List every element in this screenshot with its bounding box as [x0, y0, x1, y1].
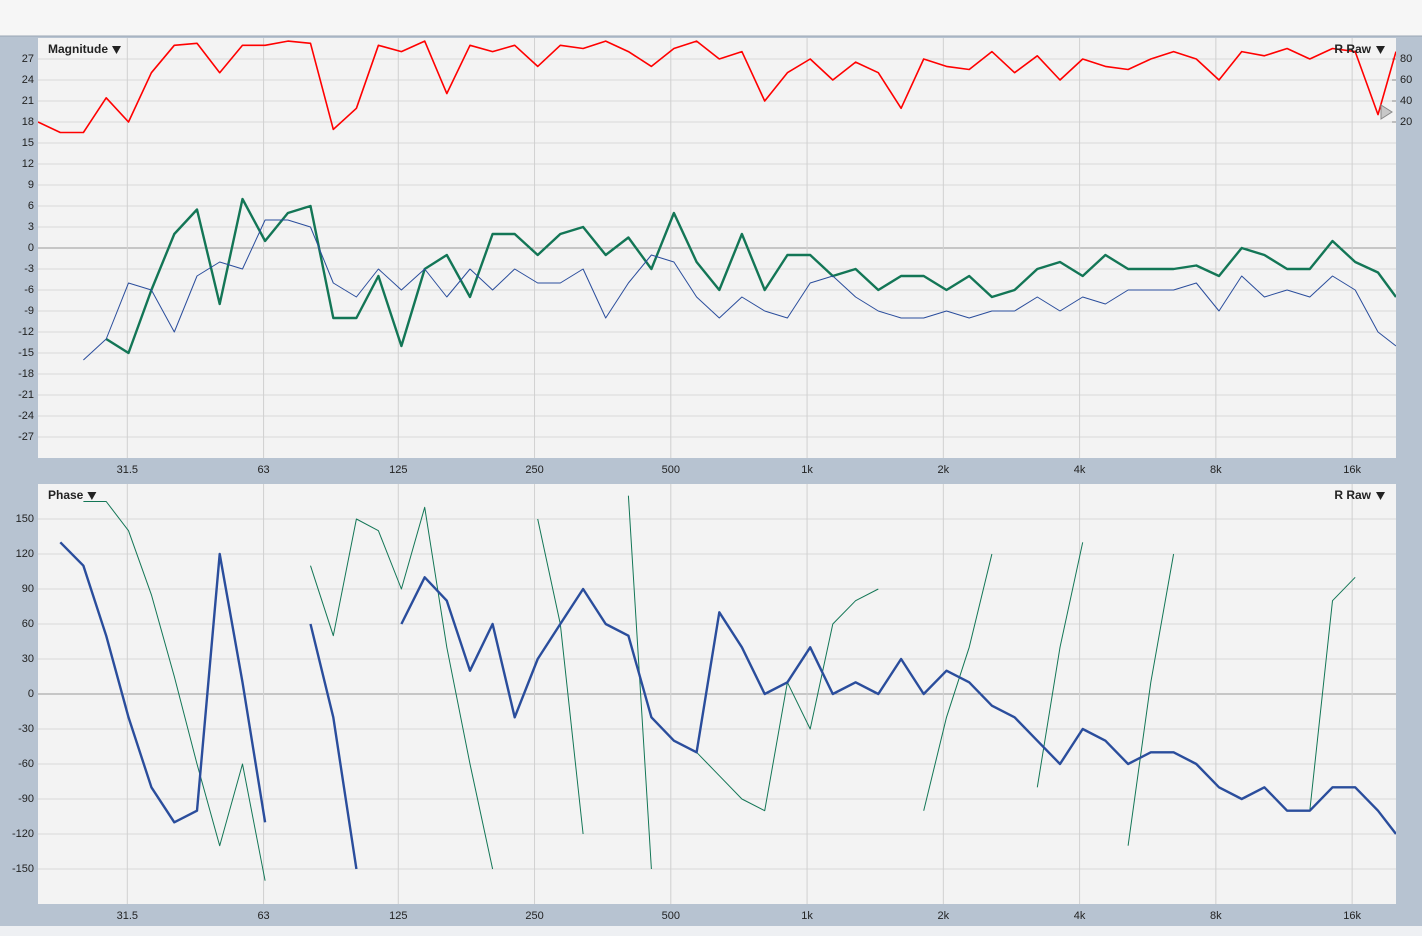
- range-marker: [1380, 104, 1393, 120]
- y2-tick-label: 80: [1400, 53, 1412, 65]
- x-tick-label: 8k: [1210, 910, 1222, 922]
- y-tick-label: -120: [12, 828, 34, 840]
- series-line: [38, 40, 1396, 134]
- y-tick-label: -6: [24, 284, 34, 296]
- y-tick-label: -30: [18, 723, 34, 735]
- x-tick-label: 1k: [801, 464, 813, 476]
- x-tick-label: 31.5: [117, 910, 138, 922]
- x-tick-label: 63: [257, 464, 269, 476]
- x-tick-label: 500: [662, 910, 680, 922]
- y-tick-label: 3: [28, 221, 34, 233]
- y-tick-label: 0: [28, 242, 34, 254]
- y-tick-label: 9: [28, 179, 34, 191]
- y-tick-label: -12: [18, 326, 34, 338]
- x-tick-label: 16k: [1343, 464, 1361, 476]
- toolbar: [0, 0, 1422, 36]
- y-tick-label: 120: [16, 548, 34, 560]
- y-tick-label: -24: [18, 410, 34, 422]
- x-tick-label: 2k: [938, 464, 950, 476]
- x-tick-label: 4k: [1074, 464, 1086, 476]
- legend-label: R Raw: [1334, 42, 1371, 56]
- x-tick-label: 125: [389, 464, 407, 476]
- series-line: [83, 219, 1396, 361]
- y-tick-label: -15: [18, 347, 34, 359]
- y-tick-label: 12: [22, 158, 34, 170]
- y-tick-label: -27: [18, 431, 34, 443]
- x-tick-label: 250: [525, 464, 543, 476]
- dropdown-arrow: [1376, 492, 1385, 500]
- x-tick-label: 2k: [938, 910, 950, 922]
- x-tick-label: 500: [662, 464, 680, 476]
- y-tick-label: -18: [18, 368, 34, 380]
- x-tick-label: 4k: [1074, 910, 1086, 922]
- y-tick-label: 24: [22, 74, 34, 86]
- dropdown-arrow: [87, 492, 97, 500]
- x-tick-label: 31.5: [117, 464, 138, 476]
- y2-tick-label: 20: [1400, 116, 1412, 128]
- y-tick-label: 6: [28, 200, 34, 212]
- y-tick-label: -150: [12, 863, 34, 875]
- y-tick-label: -60: [18, 758, 34, 770]
- series-line: [105, 197, 1396, 355]
- y-tick-label: -21: [18, 389, 34, 401]
- y-tick-label: 60: [22, 618, 34, 630]
- y-tick-label: 90: [22, 583, 34, 595]
- chart-title: Phase: [48, 488, 84, 502]
- x-tick-label: 63: [257, 910, 269, 922]
- series-line: [59, 541, 1396, 870]
- legend-label: R Raw: [1334, 488, 1371, 502]
- y-tick-label: -3: [24, 263, 34, 275]
- x-tick-label: 1k: [801, 910, 813, 922]
- x-tick-label: 8k: [1210, 464, 1222, 476]
- y-tick-label: 27: [22, 53, 34, 65]
- y2-tick-label: 60: [1400, 74, 1412, 86]
- y-tick-label: -9: [24, 305, 34, 317]
- chart-title: Magnitude: [48, 42, 108, 56]
- dropdown-arrow: [1376, 46, 1385, 54]
- bottom-bar: [0, 926, 1422, 936]
- y-tick-label: -90: [18, 793, 34, 805]
- dropdown-arrow: [112, 46, 121, 54]
- x-tick-label: 250: [525, 910, 543, 922]
- y-tick-label: 21: [22, 95, 34, 107]
- x-tick-label: 16k: [1343, 910, 1361, 922]
- y-tick-label: 18: [22, 116, 34, 128]
- y-tick-label: 150: [16, 513, 34, 525]
- y2-tick-label: 40: [1400, 95, 1412, 107]
- x-tick-label: 125: [389, 910, 407, 922]
- y-tick-label: 0: [28, 688, 34, 700]
- y-tick-label: 30: [22, 653, 34, 665]
- y-tick-label: 15: [22, 137, 34, 149]
